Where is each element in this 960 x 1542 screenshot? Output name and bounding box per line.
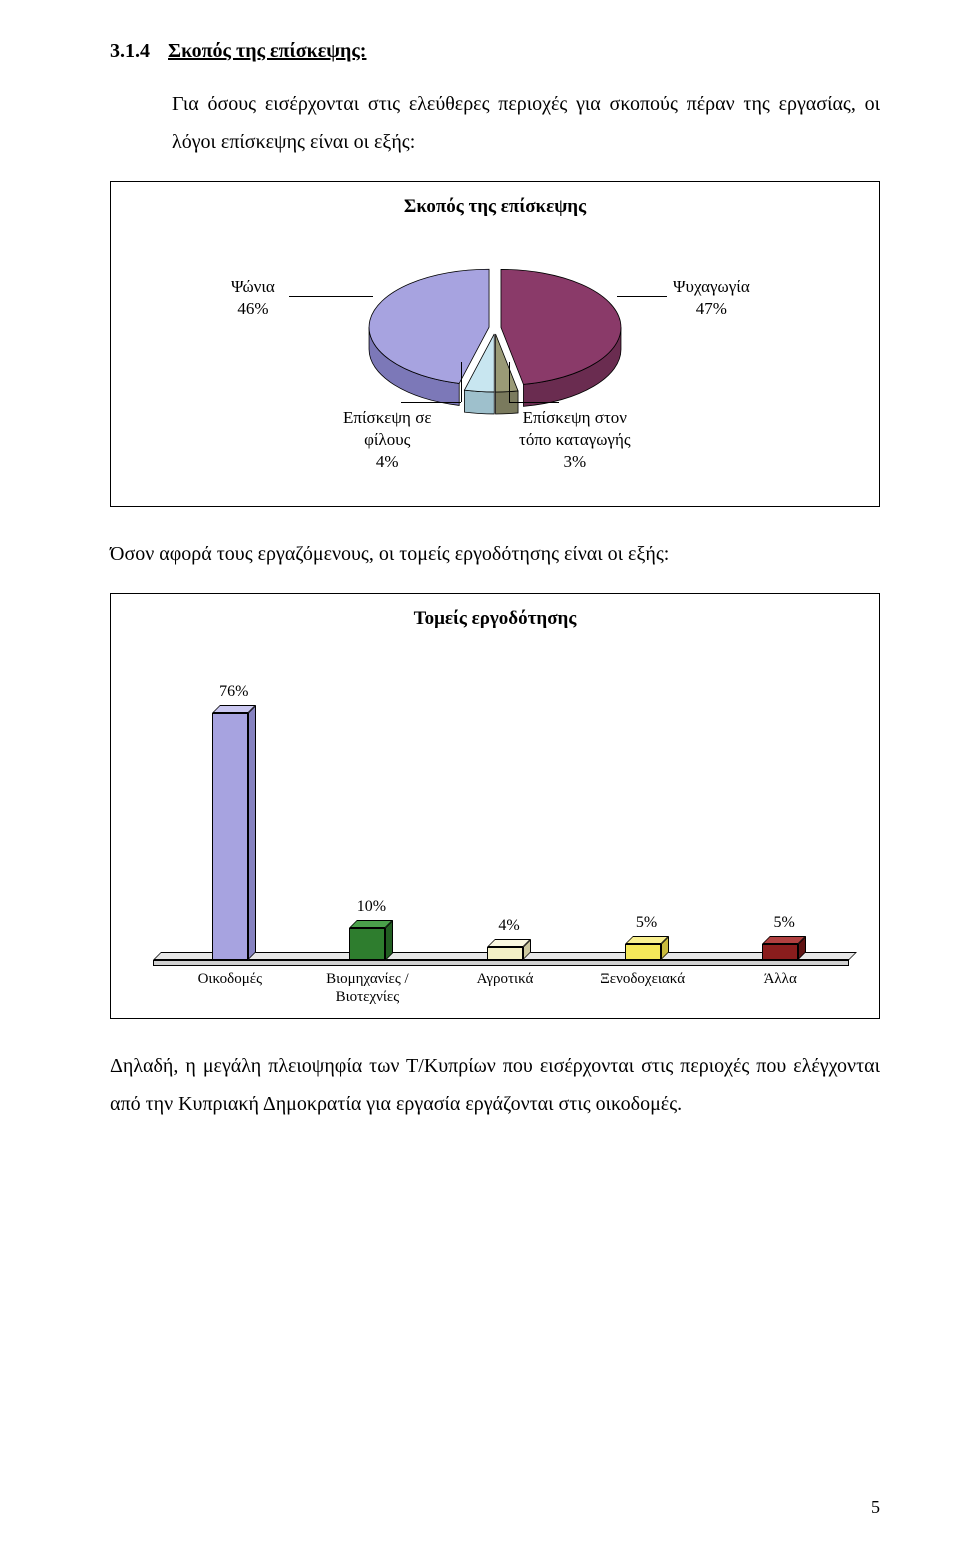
intro-paragraph: Για όσους εισέρχονται στις ελεύθερες περ… (172, 85, 880, 161)
bar-category-1: Βιομηχανίες /Βιοτεχνίες (326, 970, 409, 1006)
pie-label-entertainment: Ψυχαγωγία 47% (673, 276, 750, 320)
pie-label-shopping-pct: 46% (237, 299, 268, 318)
bar-2 (487, 939, 531, 960)
pie-label-entertainment-name: Ψυχαγωγία (673, 277, 750, 296)
pie-leader-origin-v (509, 362, 510, 402)
section-heading-text: Σκοπός της επίσκεψης: (168, 40, 366, 62)
pie-label-friends-pct: 4% (376, 452, 399, 471)
bar-value-3: 5% (636, 914, 657, 932)
bar-chart-area: 76% Οικοδομές 10% Βιομηχανίες /Βιοτεχνίες 4%… (121, 644, 869, 1004)
pie-leader-origin-h (509, 402, 559, 403)
pie-chart-box: Σκοπός της επίσκεψης Ψώνια 46% Ψυχαγωγία… (110, 181, 880, 507)
bar-value-1: 10% (357, 898, 386, 916)
pie-leader-friends-h (401, 402, 461, 403)
bar-3 (625, 936, 669, 960)
pie-chart (355, 250, 635, 433)
bar-category-0: Οικοδομές (198, 970, 262, 988)
bar-1 (349, 920, 393, 961)
pie-label-friends: Επίσκεψη σε φίλους 4% (343, 407, 432, 473)
pie-leader-friends-v (461, 362, 462, 402)
bar-value-4: 5% (774, 914, 795, 932)
pie-leader-shopping (289, 296, 373, 297)
bar-4 (762, 936, 806, 960)
section-heading: 3.1.4 Σκοπός της επίσκεψης: (110, 40, 880, 63)
pie-label-entertainment-pct: 47% (696, 299, 727, 318)
pie-label-origin-l1: Επίσκεψη στον (523, 408, 627, 427)
pie-label-origin-pct: 3% (563, 452, 586, 471)
pie-chart-title: Σκοπός της επίσκεψης (121, 196, 869, 218)
bar-chart-title: Τομείς εργοδότησης (121, 608, 869, 630)
bar-category-3: Ξενοδοχειακά (600, 970, 685, 988)
closing-paragraph: Δηλαδή, η μεγάλη πλειοψηφία των Τ/Κυπρίω… (110, 1047, 880, 1123)
pie-label-friends-l1: Επίσκεψη σε (343, 408, 432, 427)
bar-value-2: 4% (498, 917, 519, 935)
bar-chart-platform: 76%Οικοδομές10%Βιομηχανίες /Βιοτεχνίες4%… (161, 680, 849, 960)
bar-chart-box: Τομείς εργοδότησης 76% Οικοδομές 10% Βιομηχ… (110, 593, 880, 1019)
pie-label-shopping-name: Ψώνια (231, 277, 275, 296)
pie-label-origin: Επίσκεψη στον τόπο καταγωγής 3% (519, 407, 631, 473)
bar-category-2: Αγροτικά (477, 970, 534, 988)
mid-paragraph: Όσον αφορά τους εργαζόμενους, οι τομείς … (110, 535, 880, 573)
bar-category-4: Άλλα (764, 970, 797, 988)
bar-value-0: 76% (219, 683, 248, 701)
bar-floor-front (153, 960, 849, 966)
section-number: 3.1.4 (110, 40, 150, 63)
pie-leader-entertainment (617, 296, 667, 297)
pie-label-friends-l2: φίλους (364, 430, 410, 449)
bar-0 (212, 705, 256, 960)
page-number: 5 (871, 1497, 880, 1518)
pie-label-shopping: Ψώνια 46% (231, 276, 275, 320)
pie-chart-area: Ψώνια 46% Ψυχαγωγία 47% Επίσκεψη σε φίλο… (121, 232, 869, 492)
pie-label-origin-l2: τόπο καταγωγής (519, 430, 631, 449)
